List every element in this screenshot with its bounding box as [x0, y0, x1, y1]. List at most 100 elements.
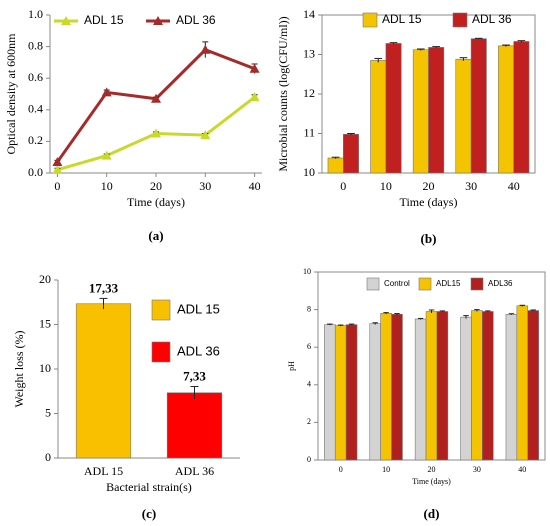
bar: [412, 49, 429, 174]
point-marker: [249, 63, 260, 73]
y-tick-label: 10: [303, 165, 315, 179]
bar: [342, 133, 359, 174]
bar: [324, 324, 336, 461]
point-marker: [52, 164, 63, 174]
panel-label: (a): [148, 228, 163, 243]
y-tick-label: 1.0: [28, 7, 43, 21]
panel-label: (c): [142, 506, 156, 521]
x-axis-title: Bacterial strain(s): [106, 480, 192, 494]
y-tick-label: 0.2: [28, 133, 43, 147]
y-tick-label: 5: [45, 405, 51, 419]
x-tick-label: ADL 15: [84, 464, 123, 478]
bar: [75, 303, 132, 459]
y-tick-label: 4: [307, 380, 311, 389]
bar: [505, 313, 518, 461]
x-tick-label: 20: [428, 465, 436, 474]
panel-label: (d): [424, 506, 440, 521]
x-tick-label: 30: [465, 179, 477, 193]
x-tick-label: 10: [101, 179, 113, 193]
x-axis-title: Time (days): [400, 195, 458, 209]
y-tick-label: 8: [307, 304, 311, 313]
y-tick-label: 0.8: [28, 38, 43, 52]
legend-label: ADL 36: [177, 343, 220, 358]
legend-label: ADL 15: [382, 12, 422, 26]
y-tick-label: 12: [303, 86, 315, 100]
x-tick-label: 0: [340, 179, 346, 193]
bar: [370, 60, 387, 174]
legend-label: ADL 36: [176, 13, 216, 27]
y-tick-label: 0.6: [28, 70, 43, 84]
panel-label: (b): [421, 231, 437, 246]
legend-swatch: [366, 277, 380, 291]
legend-label: ADL15: [436, 279, 461, 288]
bar: [513, 41, 530, 174]
bar: [166, 392, 223, 459]
bar: [369, 323, 381, 461]
y-tick-label: 0: [45, 450, 51, 464]
legend-marker: [153, 16, 163, 25]
y-axis-title: Optical density at 600nm: [4, 33, 18, 155]
y-tick-label: 14: [303, 7, 315, 21]
point-marker: [151, 93, 161, 103]
line-series: [56, 48, 256, 163]
legend-label: ADL 15: [177, 301, 220, 316]
value-label: 17,33: [89, 280, 119, 295]
x-tick-label: 20: [150, 179, 162, 193]
legend-label: ADL36: [488, 279, 513, 288]
bar: [385, 43, 402, 174]
bar: [482, 311, 494, 461]
legend-swatch: [418, 277, 432, 291]
y-tick-label: 11: [303, 125, 315, 139]
x-axis-title: Time (days): [127, 195, 185, 209]
legend-swatch: [452, 12, 468, 28]
y-tick-label: 6: [307, 342, 311, 351]
x-tick-label: 20: [423, 179, 435, 193]
legend-swatch: [470, 277, 484, 291]
legend-swatch: [151, 299, 171, 321]
x-tick-label: 30: [473, 465, 481, 474]
bar: [471, 310, 483, 461]
bar: [516, 305, 529, 461]
bar: [460, 316, 472, 461]
point-marker: [249, 92, 260, 102]
legend-swatch: [362, 12, 378, 28]
bar: [414, 318, 427, 461]
point-marker: [52, 156, 63, 166]
y-tick-label: 15: [39, 316, 51, 330]
point-marker: [101, 150, 112, 160]
legend-marker: [61, 16, 71, 25]
x-tick-label: 0: [54, 179, 60, 193]
value-label: 7,33: [183, 369, 206, 384]
point-marker: [200, 44, 211, 54]
y-axis-title: Weight loss (%): [12, 330, 26, 407]
x-tick-label: 10: [380, 179, 392, 193]
y-tick-label: 10: [303, 267, 311, 276]
bar: [327, 157, 344, 174]
x-tick-label: 30: [199, 179, 211, 193]
y-tick-label: 2: [307, 417, 311, 426]
point-marker: [200, 130, 211, 140]
bar: [436, 311, 449, 461]
bar: [455, 58, 472, 174]
y-axis-title: Microbial counts (log(CFU/ml)): [276, 16, 290, 171]
y-tick-label: 0: [307, 455, 311, 464]
x-tick-label: ADL 36: [175, 464, 214, 478]
bar: [527, 310, 539, 461]
bar: [470, 38, 487, 174]
point-marker: [101, 87, 112, 97]
legend-label: Control: [384, 279, 410, 288]
bar: [425, 311, 438, 461]
x-axis-title: Time (days): [412, 477, 451, 486]
bar: [391, 313, 403, 461]
y-tick-label: 0.0: [28, 165, 43, 179]
x-tick-label: 10: [382, 465, 390, 474]
bar: [498, 45, 515, 174]
y-tick-label: 10: [39, 361, 51, 375]
y-tick-label: 13: [303, 46, 315, 60]
point-marker: [151, 128, 161, 138]
legend-swatch: [151, 341, 171, 363]
x-tick-label: 40: [518, 465, 526, 474]
y-tick-label: 0.4: [28, 102, 43, 116]
legend-label: ADL 36: [472, 12, 512, 26]
